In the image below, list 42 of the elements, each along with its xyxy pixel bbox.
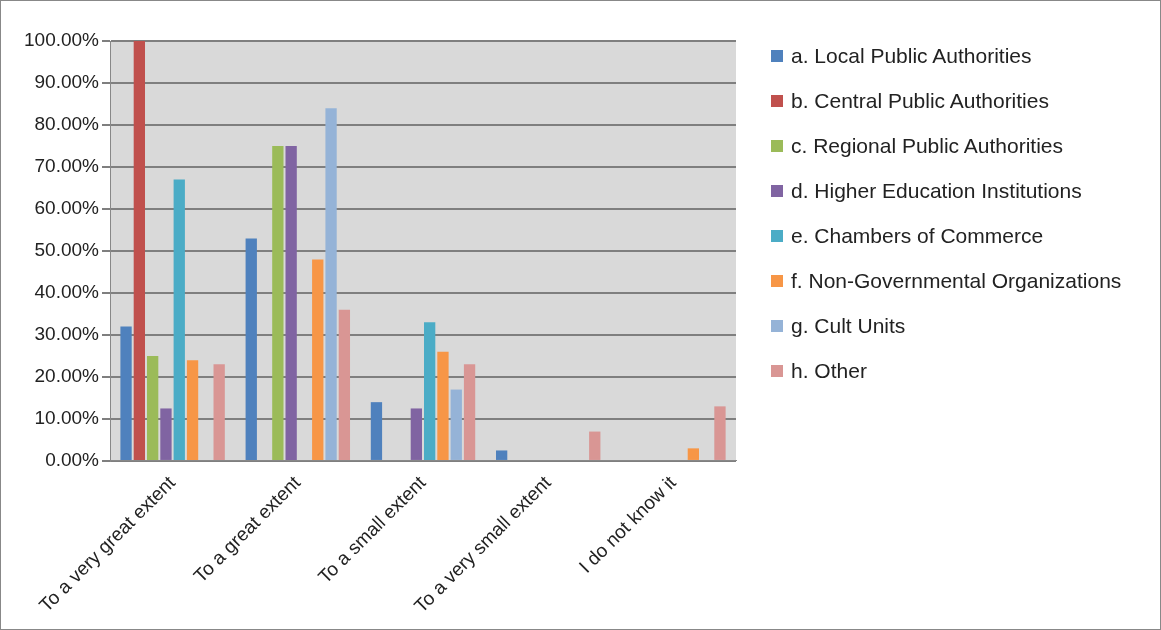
bar — [312, 259, 324, 460]
bar — [370, 402, 383, 460]
legend-label: g. Cult Units — [791, 313, 906, 339]
y-tick-label: 10.00% — [34, 407, 100, 429]
bar — [133, 41, 145, 460]
bar — [186, 360, 199, 460]
y-tick-label: 30.00% — [34, 323, 100, 345]
bar — [424, 322, 436, 460]
legend-label: e. Chambers of Commerce — [791, 223, 1044, 249]
bar — [285, 145, 297, 460]
bar — [450, 389, 462, 460]
y-tick-label: 90.00% — [34, 71, 100, 93]
y-tick-label: 60.00% — [34, 197, 100, 219]
y-tick-label: 40.00% — [34, 281, 100, 303]
bar — [410, 408, 423, 460]
bar — [589, 431, 601, 460]
bar — [495, 450, 508, 460]
legend-label: b. Central Public Authorities — [791, 88, 1049, 114]
bar — [338, 309, 351, 460]
bar — [437, 351, 449, 460]
y-tick-label: 80.00% — [34, 113, 100, 135]
y-tick-label: 0.00% — [45, 449, 100, 471]
bar — [147, 355, 159, 460]
bar — [120, 326, 132, 460]
y-tick-label: 70.00% — [34, 155, 100, 177]
y-tick-label: 100.00% — [23, 29, 100, 51]
bar — [245, 238, 257, 460]
legend-label: f. Non-Governmental Organizations — [791, 268, 1122, 294]
legend-label: c. Regional Public Authorities — [791, 133, 1063, 159]
bar — [463, 364, 476, 460]
legend-label: d. Higher Education Institutions — [791, 178, 1082, 204]
bar — [272, 145, 284, 460]
y-tick-label: 50.00% — [34, 239, 100, 261]
bar — [325, 108, 337, 460]
y-tick-label: 20.00% — [34, 365, 100, 387]
legend-label: a. Local Public Authorities — [791, 43, 1032, 69]
bar — [160, 408, 172, 460]
bar — [687, 448, 700, 460]
bar — [173, 179, 185, 460]
bar — [714, 406, 726, 460]
legend-label: h. Other — [791, 358, 867, 384]
bar — [213, 364, 225, 460]
